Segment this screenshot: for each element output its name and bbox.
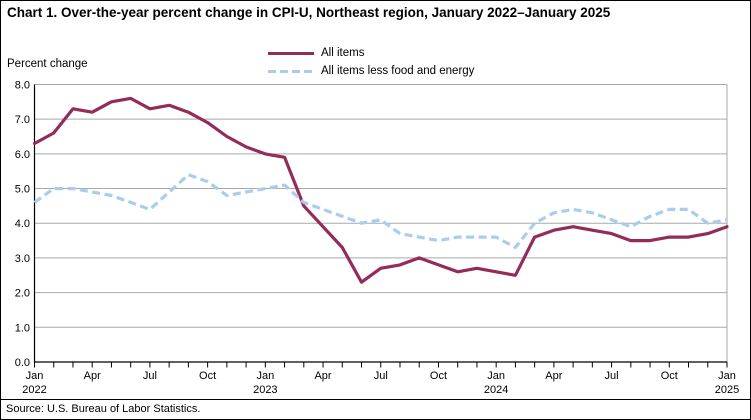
x-tick-label: Jan [256,370,274,382]
x-tick-label: Jan [26,370,44,382]
y-axis-title: Percent change [7,58,88,70]
y-tick-label: 4.0 [15,218,30,230]
series-line-all-items [32,96,729,284]
y-tick-label: 5.0 [15,184,30,196]
legend-dashed-line-swatch [268,69,314,73]
legend-label-core: All items less food and energy [321,65,475,77]
x-tick-label: Jul [605,370,619,382]
y-tick-label: 6.0 [15,149,30,161]
x-tick-label: Jul [143,370,157,382]
x-tick-label: Oct [430,370,447,382]
series-line-all-items-less-food-and-energy [33,173,728,250]
x-tick-label: Jul [374,370,388,382]
x-year-label: 2022 [22,384,46,396]
legend: All items All items less food and energy [268,44,474,80]
x-year-label: 2024 [484,384,508,396]
x-tick-label: Apr [545,370,562,382]
chart-title: Chart 1. Over-the-year percent change in… [7,5,611,20]
y-tick-label: 3.0 [15,253,30,265]
x-tick-label: Apr [314,370,331,382]
x-tick-label: Jan [718,370,736,382]
x-tick-label: Apr [84,370,101,382]
x-year-label: 2023 [253,384,277,396]
y-tick-label: 8.0 [15,79,30,91]
legend-label-all-items: All items [321,47,365,59]
y-tick-label: 0.0 [15,357,30,369]
x-tick-label: Oct [661,370,678,382]
x-tick-label: Jan [487,370,505,382]
source-text: Source: U.S. Bureau of Labor Statistics. [6,403,201,415]
legend-solid-line-swatch [268,51,314,55]
y-tick-label: 1.0 [15,322,30,334]
y-tick-label: 2.0 [15,288,30,300]
legend-item-all-items: All items [268,44,474,62]
y-tick-label: 7.0 [15,114,30,126]
x-tick-label: Oct [199,370,216,382]
plot-area: 0.0 1.0 2.0 3.0 4.0 5.0 6.0 7.0 8.0 Jan Apr Jul Oct J… [15,79,740,396]
x-year-label: 2025 [715,384,739,396]
source-row: Source: U.S. Bureau of Labor Statistics. [1,399,750,419]
legend-item-core: All items less food and energy [268,62,474,80]
